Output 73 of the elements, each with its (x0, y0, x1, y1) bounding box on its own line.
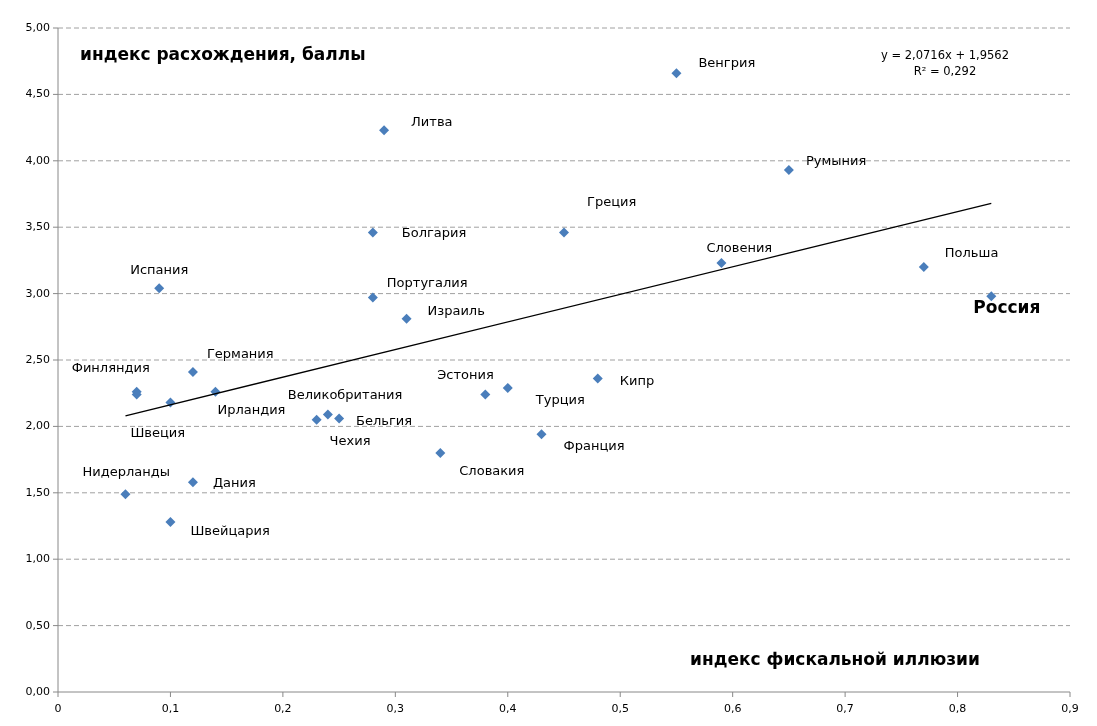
point (322, 409, 333, 420)
data-label: Кипр (619, 373, 655, 389)
y-tick-label: 5,00 (25, 21, 50, 34)
data-label: Чехия (329, 433, 371, 449)
data-label: Румыния (805, 152, 867, 168)
point (367, 292, 378, 303)
data-label: Дания (212, 474, 256, 490)
y-axis-title: индекс расхождения, баллы (80, 44, 366, 64)
point (401, 313, 412, 324)
point (154, 283, 165, 294)
data-label: Словения (706, 239, 773, 255)
data-label: Испания (130, 261, 189, 277)
point (187, 477, 198, 488)
point (187, 366, 198, 377)
point (536, 429, 547, 440)
point (592, 373, 603, 384)
data-label: Турция (534, 392, 585, 408)
data-label: Россия (973, 297, 1041, 318)
x-tick-label: 0,3 (386, 702, 405, 715)
y-tick-label: 0,00 (25, 685, 50, 698)
x-tick-label: 0,8 (948, 702, 967, 715)
point (311, 414, 322, 425)
data-label: Венгрия (698, 54, 756, 70)
x-axis-title: индекс фискальной иллюзии (690, 649, 980, 669)
x-tick-label: 0,6 (723, 702, 742, 715)
data-label: Швейцария (190, 522, 270, 538)
y-tick-label: 1,50 (25, 485, 50, 499)
x-tick-label: 0,4 (499, 702, 517, 715)
y-tick-label: 2,00 (25, 419, 50, 433)
y-tick-label: 4,50 (25, 87, 50, 101)
x-tick-label: 0,7 (836, 702, 854, 715)
y-tick-label: 3,50 (25, 220, 50, 234)
y-tick-label: 3,00 (25, 286, 50, 300)
point (502, 382, 513, 393)
x-tick-label: 0,2 (274, 702, 292, 715)
point (918, 262, 929, 273)
point (671, 68, 682, 79)
point (334, 413, 345, 424)
data-label: Польша (944, 244, 999, 260)
data-label: Франция (563, 437, 625, 453)
data-label: Болгария (401, 225, 467, 241)
point (559, 227, 569, 238)
data-label: Швеция (130, 425, 186, 440)
y-tick-label: 0,50 (25, 618, 50, 632)
x-tick-label: 0,9 (1061, 702, 1079, 715)
data-label: Литва (411, 113, 453, 129)
y-tick-label: 2,50 (25, 353, 50, 366)
annotation: R² = 0,292 (913, 64, 977, 78)
data-label: Германия (206, 346, 274, 362)
data-label: Бельгия (356, 412, 413, 428)
point (120, 489, 131, 500)
point (379, 125, 390, 136)
x-tick-label: 0,1 (161, 702, 180, 715)
data-label: Великобритания (287, 386, 403, 402)
annotation: y = 2,0716x + 1,9562 (881, 48, 1009, 62)
point (716, 258, 727, 269)
point (783, 165, 794, 176)
point (480, 389, 491, 400)
x-tick-label: 0,5 (611, 702, 629, 715)
point (435, 447, 446, 458)
data-label: Словакия (459, 463, 525, 479)
data-label: Финляндия (71, 360, 150, 376)
data-label: Португалия (386, 275, 468, 291)
data-label: Эстония (437, 367, 494, 383)
point (367, 227, 378, 238)
y-tick-label: 4,00 (25, 153, 50, 167)
data-label: Нидерланды (82, 463, 170, 479)
y-tick-label: 1,00 (25, 552, 50, 566)
data-label: Израиль (427, 303, 485, 319)
x-tick-label: 0 (54, 702, 62, 715)
data-label: Греция (587, 194, 637, 210)
data-label: Ирландия (217, 402, 286, 418)
point (165, 517, 176, 528)
